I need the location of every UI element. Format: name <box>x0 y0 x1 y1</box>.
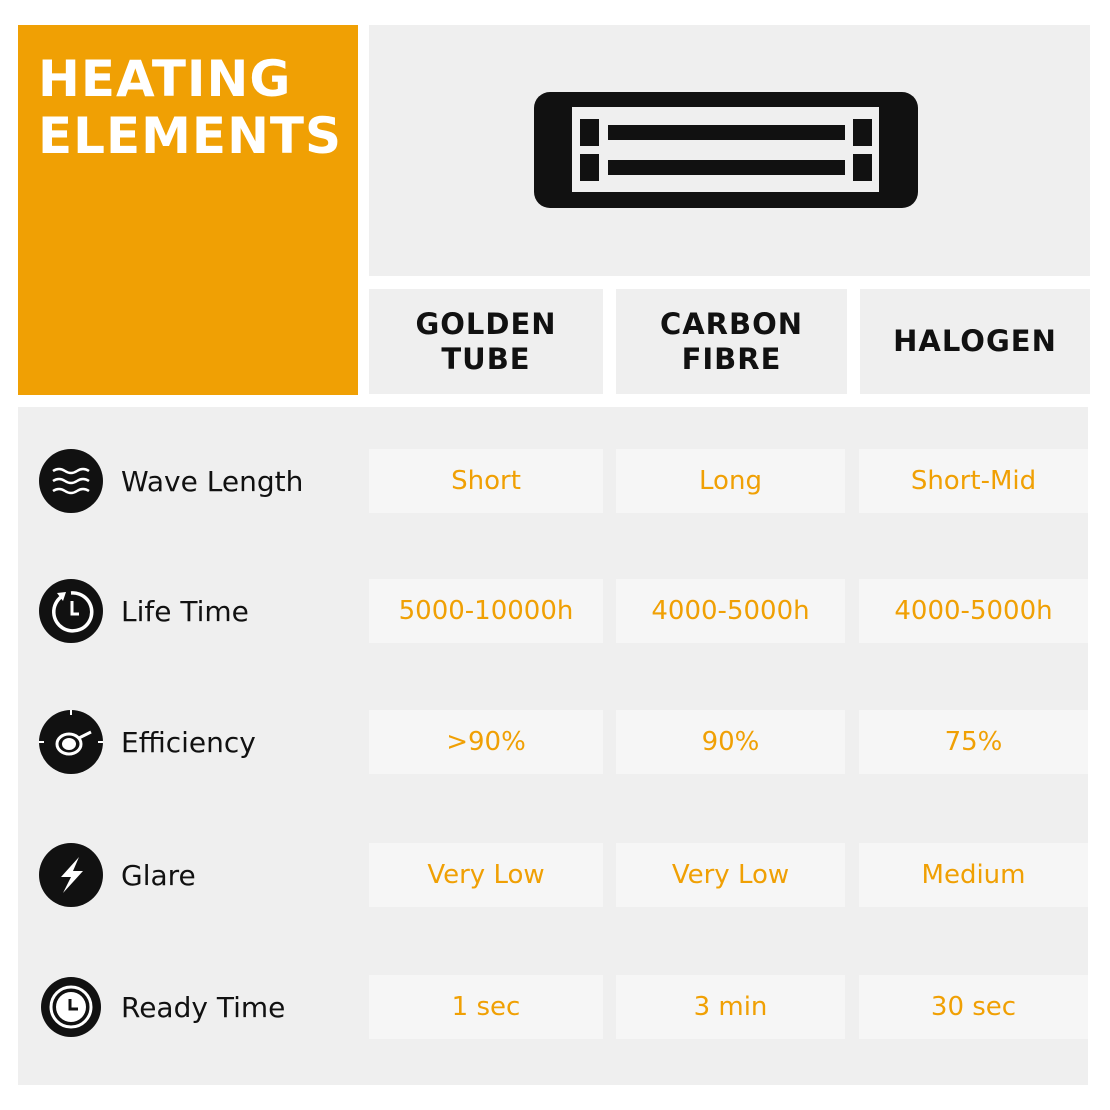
table-cell: 4000-5000h <box>616 579 845 643</box>
row-label: Life Time <box>121 594 249 628</box>
column-header-carbon-fibre: CARBON FIBRE <box>616 289 847 394</box>
table-cell: 1 sec <box>369 975 603 1039</box>
row-label: Ready Time <box>121 990 286 1024</box>
efficiency-gauge-icon <box>39 710 103 774</box>
infrared-heater-icon <box>534 92 918 208</box>
row-label: Wave Length <box>121 464 304 498</box>
title-line-2: ELEMENTS <box>38 107 343 165</box>
waves-icon <box>39 449 103 513</box>
table-cell: Medium <box>859 843 1088 907</box>
table-cell: >90% <box>369 710 603 774</box>
clock-icon <box>41 977 101 1037</box>
table-cell: Very Low <box>616 843 845 907</box>
column-header-golden-tube: GOLDEN TUBE <box>369 289 603 394</box>
row-label: Glare <box>121 858 196 892</box>
title-line-1: HEATING <box>38 50 292 108</box>
table-cell: Short-Mid <box>859 449 1088 513</box>
table-cell: 90% <box>616 710 845 774</box>
lightning-icon <box>39 843 103 907</box>
hero-panel <box>369 25 1090 276</box>
table-cell: 30 sec <box>859 975 1088 1039</box>
column-header-halogen: HALOGEN <box>860 289 1090 394</box>
table-cell: Short <box>369 449 603 513</box>
table-cell: 4000-5000h <box>859 579 1088 643</box>
row-label: Efficiency <box>121 725 256 759</box>
table-cell: 3 min <box>616 975 845 1039</box>
timer-refresh-icon <box>39 579 103 643</box>
table-cell: 5000-10000h <box>369 579 603 643</box>
table-cell: 75% <box>859 710 1088 774</box>
table-cell: Long <box>616 449 845 513</box>
title-box: HEATING ELEMENTS <box>18 25 358 395</box>
table-cell: Very Low <box>369 843 603 907</box>
